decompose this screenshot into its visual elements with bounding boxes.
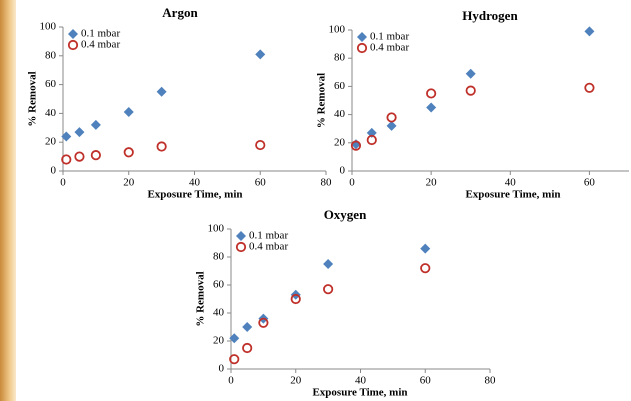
legend-marker [235,241,247,253]
legend-marker [67,39,79,51]
y-tick-label: 60 [334,80,346,92]
legend-marker [68,29,78,39]
point [258,317,269,328]
point [584,82,595,93]
y-tick-label: 80 [213,251,225,263]
point [229,333,240,344]
legend-label: 0.1 mbar [249,230,288,242]
y-tick-label: 80 [45,49,57,61]
x-tick-label: 40 [505,177,517,189]
y-tick-label: 100 [329,24,346,36]
point [426,88,437,99]
point [465,68,476,79]
point [242,342,253,354]
y-tick-label: 60 [213,279,225,291]
x-tick-label: 20 [290,375,302,387]
point [366,134,377,146]
point [255,139,266,151]
y-tick-label: 100 [208,223,225,235]
x-tick-label: 0 [349,177,355,189]
point [350,140,362,151]
chart: Oxygen 0 20 40 60 80 100 0 20 40 60 80 Exposure Time… [195,207,496,399]
legend-label: 0.1 mbar [370,31,409,43]
point [156,86,167,97]
point [90,119,101,130]
chart-title: Oxygen [324,207,367,222]
y-tick-label: 60 [45,78,57,90]
x-tick-label: 20 [426,177,438,189]
point [242,322,253,332]
x-tick-label: 60 [255,177,267,189]
legend-label: 0.4 mbar [81,39,120,51]
legend-marker [357,32,367,42]
y-tick-label: 0 [340,165,346,177]
x-tick-label: 40 [189,177,201,189]
y-tick-label: 40 [334,108,346,120]
y-tick-label: 40 [45,107,57,119]
point [229,354,240,365]
point [255,49,266,60]
legend-marker [356,42,368,54]
y-tick-label: 80 [334,52,346,64]
x-tick-label: 20 [123,177,135,189]
x-tick-label: 0 [60,177,66,189]
x-axis-label: Exposure Time, min [312,387,407,399]
point [420,263,431,274]
y-axis-label: % Removal [195,271,207,326]
point [386,120,397,131]
point [61,131,72,142]
chart-title: Hydrogen [462,8,518,23]
point [465,85,476,96]
point [74,151,85,162]
point [584,26,595,37]
point [74,127,85,138]
point [386,112,397,123]
y-tick-label: 0 [219,363,225,375]
legend-label: 0.4 mbar [370,42,409,54]
point [426,102,437,113]
x-tick-label: 60 [584,177,596,189]
point [90,150,101,161]
y-axis-label: % Removal [27,71,39,126]
point [123,147,134,158]
y-tick-label: 100 [40,21,57,33]
point [61,154,72,165]
chart-title: Argon [162,5,198,20]
point [123,106,134,117]
point [156,141,167,152]
background-strip [0,0,16,401]
point [420,243,431,254]
x-tick-label: 80 [321,177,333,189]
x-tick-label: 0 [228,375,234,387]
chart: Argon 0 20 40 60 80 100 0 20 40 60 80 Exposure Time,… [27,5,332,201]
point [323,284,334,295]
x-axis-label: Exposure Time, min [465,189,560,201]
y-tick-label: 0 [51,165,57,177]
y-tick-label: 20 [45,136,57,148]
point [366,127,377,138]
legend-label: 0.1 mbar [81,28,120,40]
chart: Hydrogen 0 20 40 60 80 100 0 20 40 60 Exposure Time… [316,8,629,201]
y-tick-label: 20 [213,335,225,347]
y-tick-label: 40 [213,307,225,319]
x-axis-label: Exposure Time, min [147,189,242,201]
legend-marker [236,231,246,241]
y-tick-label: 20 [334,136,346,148]
point [290,293,301,305]
x-tick-label: 80 [485,375,497,387]
legend-label: 0.4 mbar [249,241,288,253]
x-tick-label: 40 [355,375,367,387]
point [323,259,334,269]
y-axis-label: % Removal [316,73,328,128]
x-tick-label: 60 [420,375,432,387]
